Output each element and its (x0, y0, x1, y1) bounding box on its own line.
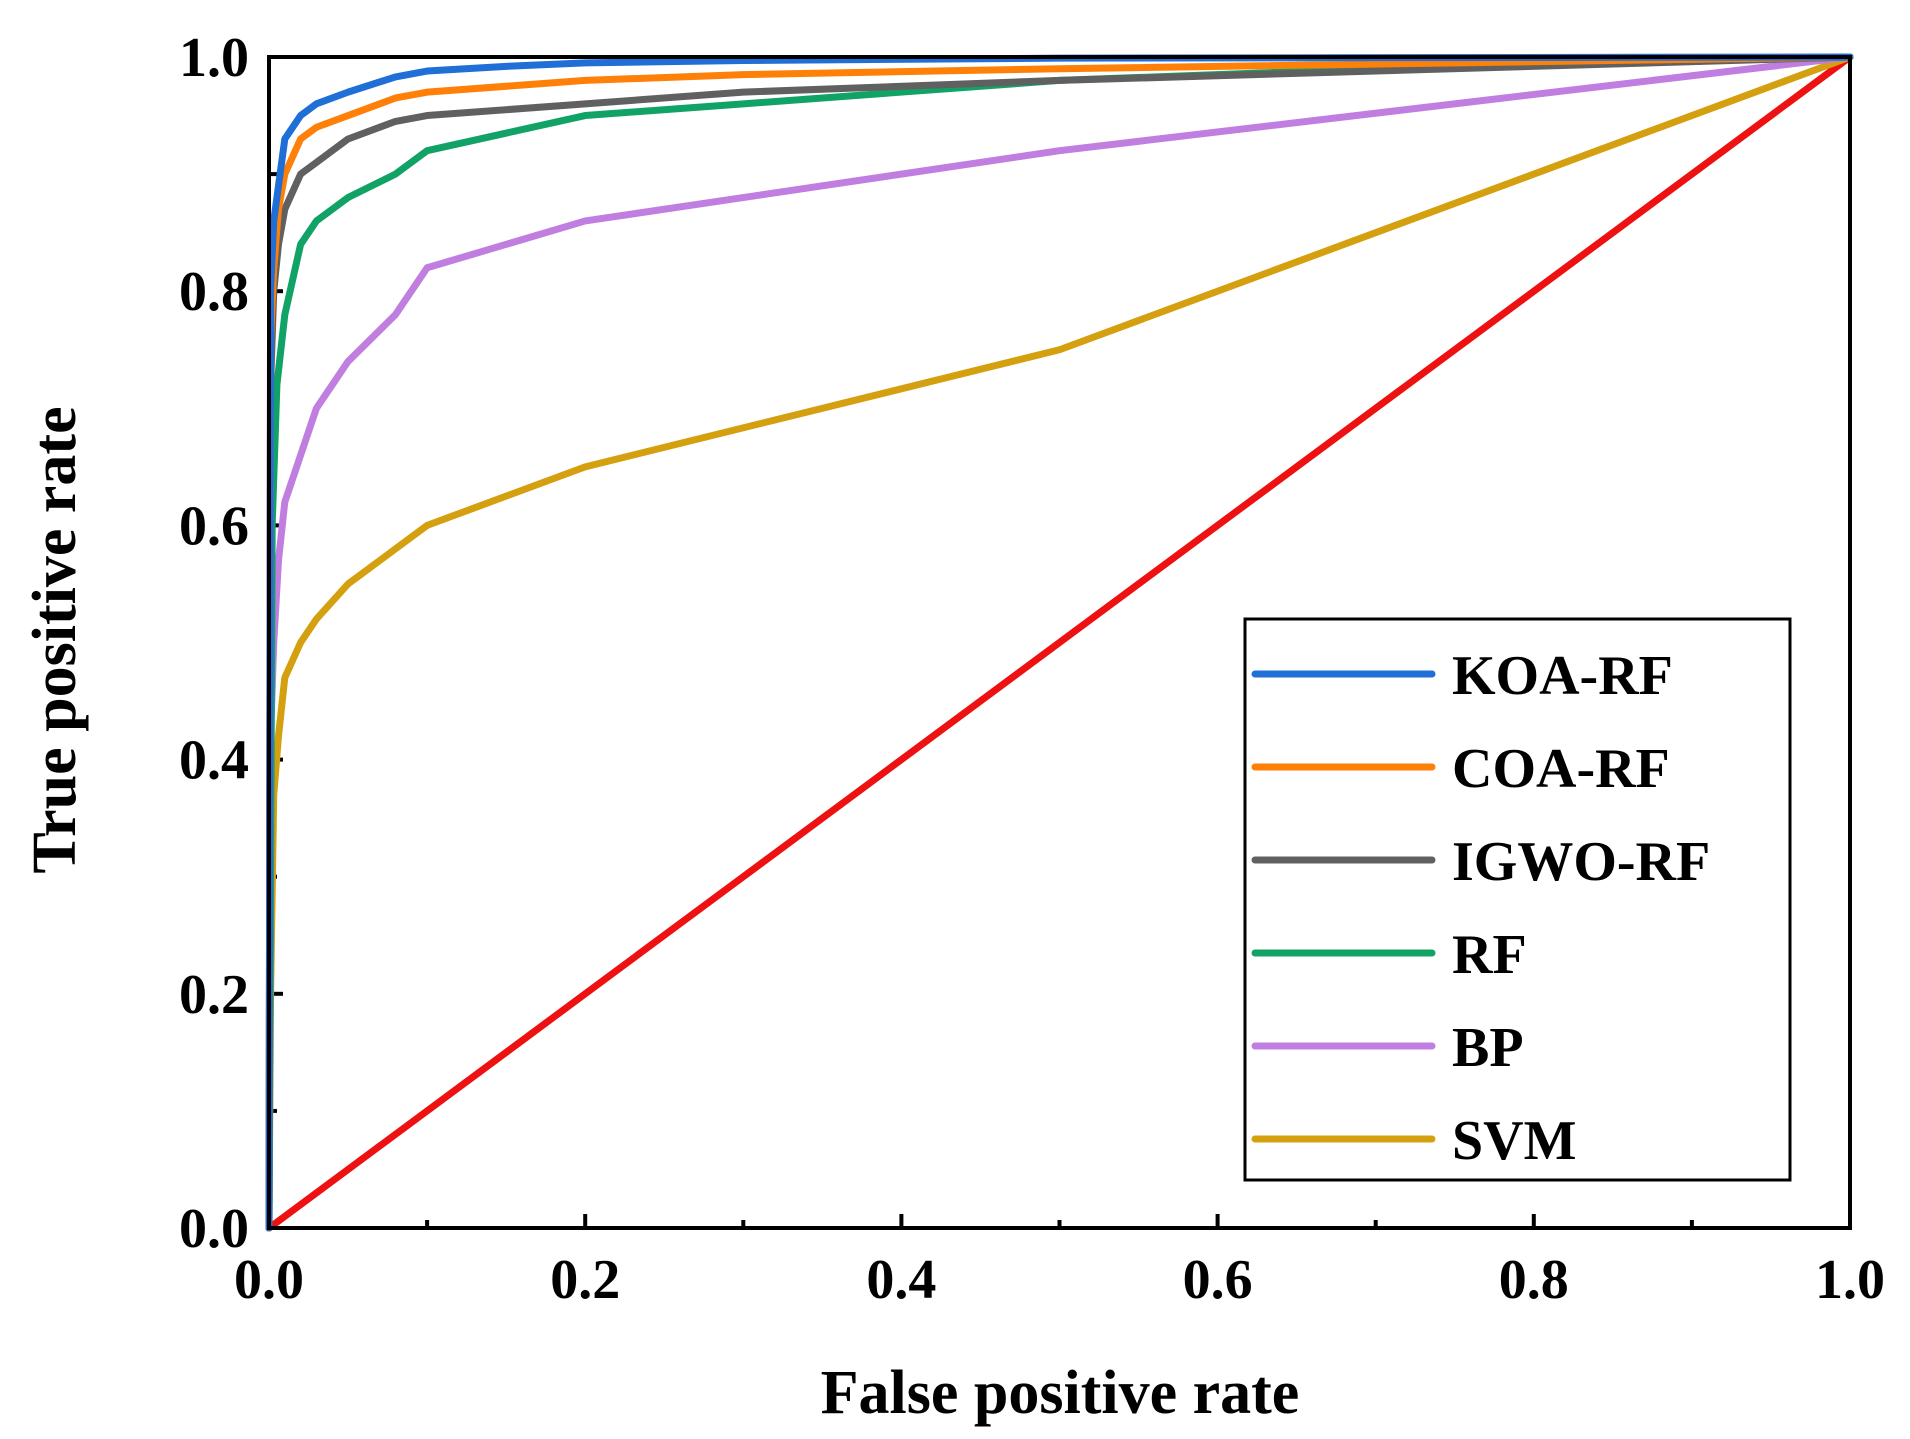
legend-label-koa-rf: KOA-RF (1452, 645, 1673, 707)
plot-frame (267, 55, 1852, 1230)
x-axis-title: False positive rate (821, 1359, 1300, 1427)
legend-label-bp: BP (1452, 1017, 1524, 1079)
series-line-koa-rf (265, 53, 1854, 1232)
y-tick-labels: 0.0 0.2 0.4 0.6 0.8 1.0 (179, 27, 249, 1260)
legend-label-svm: SVM (1452, 1110, 1576, 1172)
legend: KOA-RF COA-RF IGWO-RF RF BP SVM (1243, 617, 1792, 1182)
y-tick-label: 1.0 (179, 27, 249, 89)
y-tick-label: 0.6 (179, 495, 249, 557)
legend-items: KOA-RF COA-RF IGWO-RF RF BP SVM (1251, 645, 1710, 1172)
x-tick-labels: 0.0 0.2 0.4 0.6 0.8 1.0 (234, 1249, 1885, 1311)
x-tick-label: 0.8 (1499, 1249, 1569, 1311)
legend-label-coa-rf: COA-RF (1452, 738, 1670, 800)
y-axis-title: True positive rate (21, 406, 89, 873)
x-tick-label: 0.0 (234, 1249, 304, 1311)
y-tick-label: 0.4 (179, 730, 249, 792)
y-tick-label: 0.0 (179, 1198, 249, 1260)
x-tick-label: 0.2 (550, 1249, 620, 1311)
x-tick-label: 0.6 (1183, 1249, 1253, 1311)
diagonal-reference-line (265, 53, 1854, 1232)
legend-box (1243, 617, 1792, 1182)
y-tick-label: 0.2 (179, 964, 249, 1026)
legend-label-igwo-rf: IGWO-RF (1452, 831, 1710, 893)
x-tick-label: 1.0 (1815, 1249, 1885, 1311)
plot-series (265, 53, 1854, 1232)
x-tick-label: 0.4 (866, 1249, 936, 1311)
legend-label-rf: RF (1452, 924, 1527, 986)
y-tick-label: 0.8 (179, 261, 249, 323)
